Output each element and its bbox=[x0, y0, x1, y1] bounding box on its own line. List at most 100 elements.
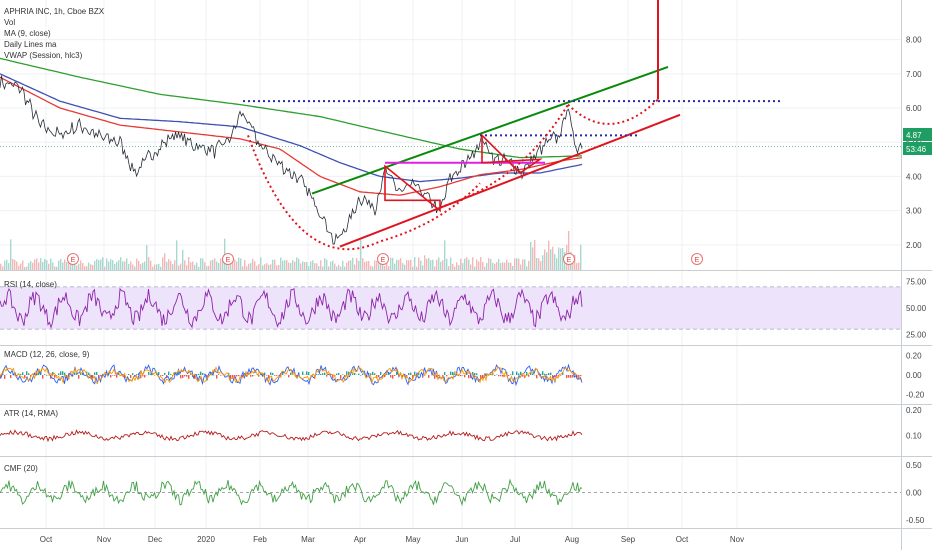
macd-hist-bar bbox=[432, 373, 434, 375]
macd-hist-bar bbox=[374, 373, 376, 375]
volume-bar bbox=[408, 260, 410, 270]
volume-bar bbox=[146, 245, 148, 270]
volume-bar bbox=[256, 265, 258, 270]
volume-bar bbox=[490, 258, 492, 270]
trend-drawings[interactable] bbox=[243, 0, 782, 251]
main-legend[interactable]: APHRIA INC, 1h, Cboe BZX Vol MA (9, clos… bbox=[4, 6, 104, 61]
volume-bar bbox=[46, 260, 48, 270]
ma-blue-line bbox=[0, 73, 583, 183]
volume-bar bbox=[418, 257, 420, 270]
volume-bar bbox=[82, 263, 84, 270]
macd-hist-bar bbox=[206, 375, 208, 378]
macd-hist-bar bbox=[46, 375, 48, 376]
legend-ma[interactable]: MA (9, close) bbox=[4, 29, 51, 38]
volume-bar bbox=[150, 260, 152, 270]
pane1-tick-0: 75.00 bbox=[906, 278, 927, 287]
volume-bar bbox=[384, 265, 386, 270]
cmf-legend[interactable]: CMF (20) bbox=[4, 464, 38, 473]
macd-hist-bar bbox=[282, 371, 284, 375]
macd-hist-bar bbox=[480, 375, 482, 379]
macd-hist-bar bbox=[170, 374, 172, 375]
volume-bar bbox=[526, 266, 528, 270]
volume-bar bbox=[522, 259, 524, 270]
macd-hist-bar bbox=[414, 371, 416, 375]
volume-bar bbox=[144, 261, 146, 270]
volume-bar bbox=[482, 262, 484, 270]
volume-bar bbox=[114, 263, 116, 270]
macd-hist-bar bbox=[508, 375, 510, 377]
volume-bar bbox=[18, 265, 20, 270]
macd-hist-bar bbox=[390, 375, 392, 378]
volume-bar bbox=[552, 246, 554, 270]
macd-hist-bar bbox=[330, 373, 332, 375]
volume-bar bbox=[244, 260, 246, 270]
volume-bar bbox=[100, 259, 102, 270]
volume-bar bbox=[8, 263, 10, 270]
macd-hist-bar bbox=[124, 375, 126, 379]
dotted-cup bbox=[247, 135, 481, 251]
volume-bar bbox=[278, 264, 280, 270]
red-triangle-2 bbox=[481, 133, 543, 175]
rsi-legend[interactable]: RSI (14, close) bbox=[4, 280, 57, 289]
volume-bar bbox=[20, 263, 22, 270]
macd-hist-bar bbox=[482, 375, 484, 378]
macd-hist-bar bbox=[42, 375, 44, 379]
volume-bar bbox=[60, 258, 62, 270]
macd-hist-bar bbox=[516, 371, 518, 375]
volume-bar bbox=[110, 259, 112, 270]
volume-bar bbox=[216, 261, 218, 270]
macd-hist-bar bbox=[114, 375, 116, 376]
volume-bar bbox=[486, 263, 488, 270]
macd-hist-bar bbox=[148, 371, 150, 375]
volume-bar bbox=[210, 260, 212, 270]
volume-bar bbox=[548, 240, 550, 270]
macd-hist-bar bbox=[250, 375, 252, 377]
macd-hist-bar bbox=[422, 375, 424, 378]
volume-bar bbox=[550, 249, 552, 270]
macd-hist-bar bbox=[236, 375, 238, 377]
volume-bar bbox=[226, 261, 228, 270]
volume-bar bbox=[12, 258, 14, 270]
legend-vwap[interactable]: VWAP (Session, hlc3) bbox=[4, 51, 83, 60]
macd-hist-bar bbox=[446, 375, 448, 377]
volume-bar bbox=[120, 257, 122, 270]
macd-hist-bar bbox=[54, 375, 56, 378]
legend-vol[interactable]: Vol bbox=[4, 18, 16, 27]
macd-hist-bar bbox=[474, 372, 476, 375]
macd-hist-bar bbox=[572, 375, 574, 378]
legend-daily-lines[interactable]: Daily Lines ma bbox=[4, 40, 57, 49]
macd-hist-bar bbox=[166, 375, 168, 379]
price-tick-6: 8.00 bbox=[906, 36, 922, 45]
macd-hist-bar bbox=[230, 375, 232, 379]
macd-legend[interactable]: MACD (12, 26, close, 9) bbox=[4, 350, 90, 359]
volume-bar bbox=[178, 265, 180, 270]
macd-hist-bar bbox=[242, 375, 244, 377]
volume-bar bbox=[452, 263, 454, 270]
macd-hist-bar bbox=[28, 373, 30, 375]
time-axis[interactable]: Oct Nov Dec 2020 Feb Mar Apr May Jun Jul Aug Sep Oct… bbox=[40, 535, 744, 544]
volume-bar bbox=[496, 262, 498, 270]
volume-bar bbox=[252, 258, 254, 270]
volume-bar bbox=[528, 260, 530, 270]
volume-bar bbox=[468, 259, 470, 270]
price-panel bbox=[0, 57, 901, 245]
volume-bar bbox=[444, 240, 446, 270]
volume-bar bbox=[186, 265, 188, 270]
volume-bar bbox=[364, 261, 366, 270]
macd-hist-bar bbox=[550, 372, 552, 375]
volume-bar bbox=[318, 266, 320, 270]
macd-hist-bar bbox=[354, 372, 356, 375]
macd-hist-bar bbox=[4, 375, 6, 379]
volume-bar bbox=[432, 259, 434, 270]
volume-bar bbox=[560, 248, 562, 270]
macd-hist-bar bbox=[228, 372, 230, 375]
volume-bar bbox=[92, 264, 94, 270]
symbol-title[interactable]: APHRIA INC, 1h, Cboe BZX bbox=[4, 7, 105, 16]
atr-legend[interactable]: ATR (14, RMA) bbox=[4, 409, 59, 418]
macd-hist-bar bbox=[458, 375, 460, 377]
macd-hist-bar bbox=[464, 375, 466, 378]
volume-bar bbox=[558, 247, 560, 270]
price-axis[interactable]: 2.003.004.005.006.007.008.0075.0050.0025… bbox=[906, 36, 927, 525]
volume-bar bbox=[540, 261, 542, 270]
